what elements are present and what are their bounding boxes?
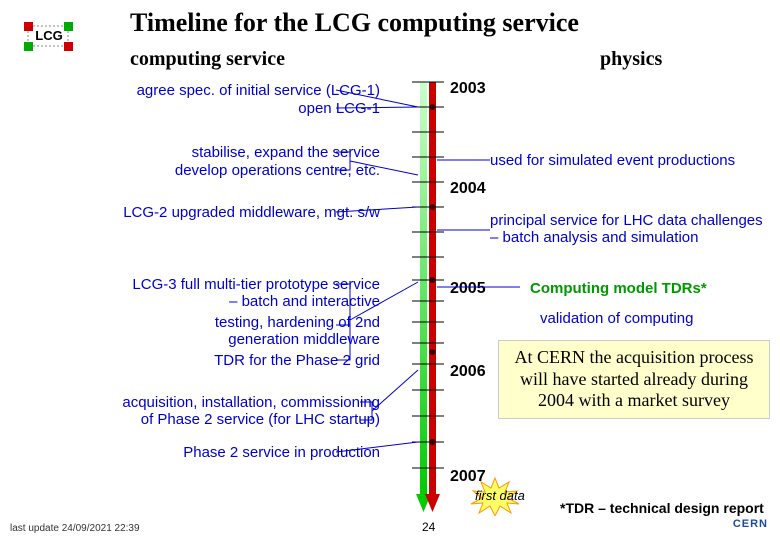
highlight-acquisition: At CERN the acquisition process will hav… xyxy=(498,340,770,419)
year-2003: 2003 xyxy=(450,80,486,98)
left-item-0: agree spec. of initial service (LCG-1) xyxy=(137,82,380,99)
svg-text:LCG: LCG xyxy=(35,28,62,43)
year-2004: 2004 xyxy=(450,180,486,198)
left-item-9: Phase 2 service in production xyxy=(183,444,380,461)
lcg-logo-svg: LCG xyxy=(20,18,78,56)
page-title: Timeline for the LCG computing service xyxy=(130,8,579,38)
column-header-physics: physics xyxy=(600,48,662,71)
lcg-logo: LCG xyxy=(20,18,78,61)
left-item-4: LCG-2 upgraded middleware, mgt. s/w xyxy=(123,204,380,221)
year-2005: 2005 xyxy=(450,280,486,298)
year-2006: 2006 xyxy=(450,363,486,381)
left-item-6: testing, hardening of 2nd generation mid… xyxy=(215,314,380,349)
right-item-tdr: Computing model TDRs* xyxy=(530,280,707,297)
footer-timestamp: last update 24/09/2021 22:39 xyxy=(10,523,140,534)
right-item-0: used for simulated event productions xyxy=(490,152,735,169)
left-item-1: open LCG-1 xyxy=(298,100,380,117)
right-item-3: validation of computing xyxy=(540,310,693,327)
left-item-8: acquisition, installation, commissioning… xyxy=(122,394,380,429)
column-header-computing: computing service xyxy=(130,48,285,71)
connectors xyxy=(0,0,780,540)
right-item-1: principal service for LHC data challenge… xyxy=(490,212,770,247)
left-item-5: LCG-3 full multi-tier prototype service … xyxy=(132,276,380,311)
footnote-tdr: *TDR – technical design report xyxy=(560,500,764,516)
footer-page-number: 24 xyxy=(422,520,435,534)
timeline-axis xyxy=(418,82,438,514)
left-item-2: stabilise, expand the service xyxy=(192,144,380,161)
first-data-label: first data xyxy=(475,488,525,503)
left-item-7: TDR for the Phase 2 grid xyxy=(214,352,380,369)
left-item-3: develop operations centre, etc. xyxy=(175,162,380,179)
cern-logo: CERN xyxy=(733,518,768,530)
